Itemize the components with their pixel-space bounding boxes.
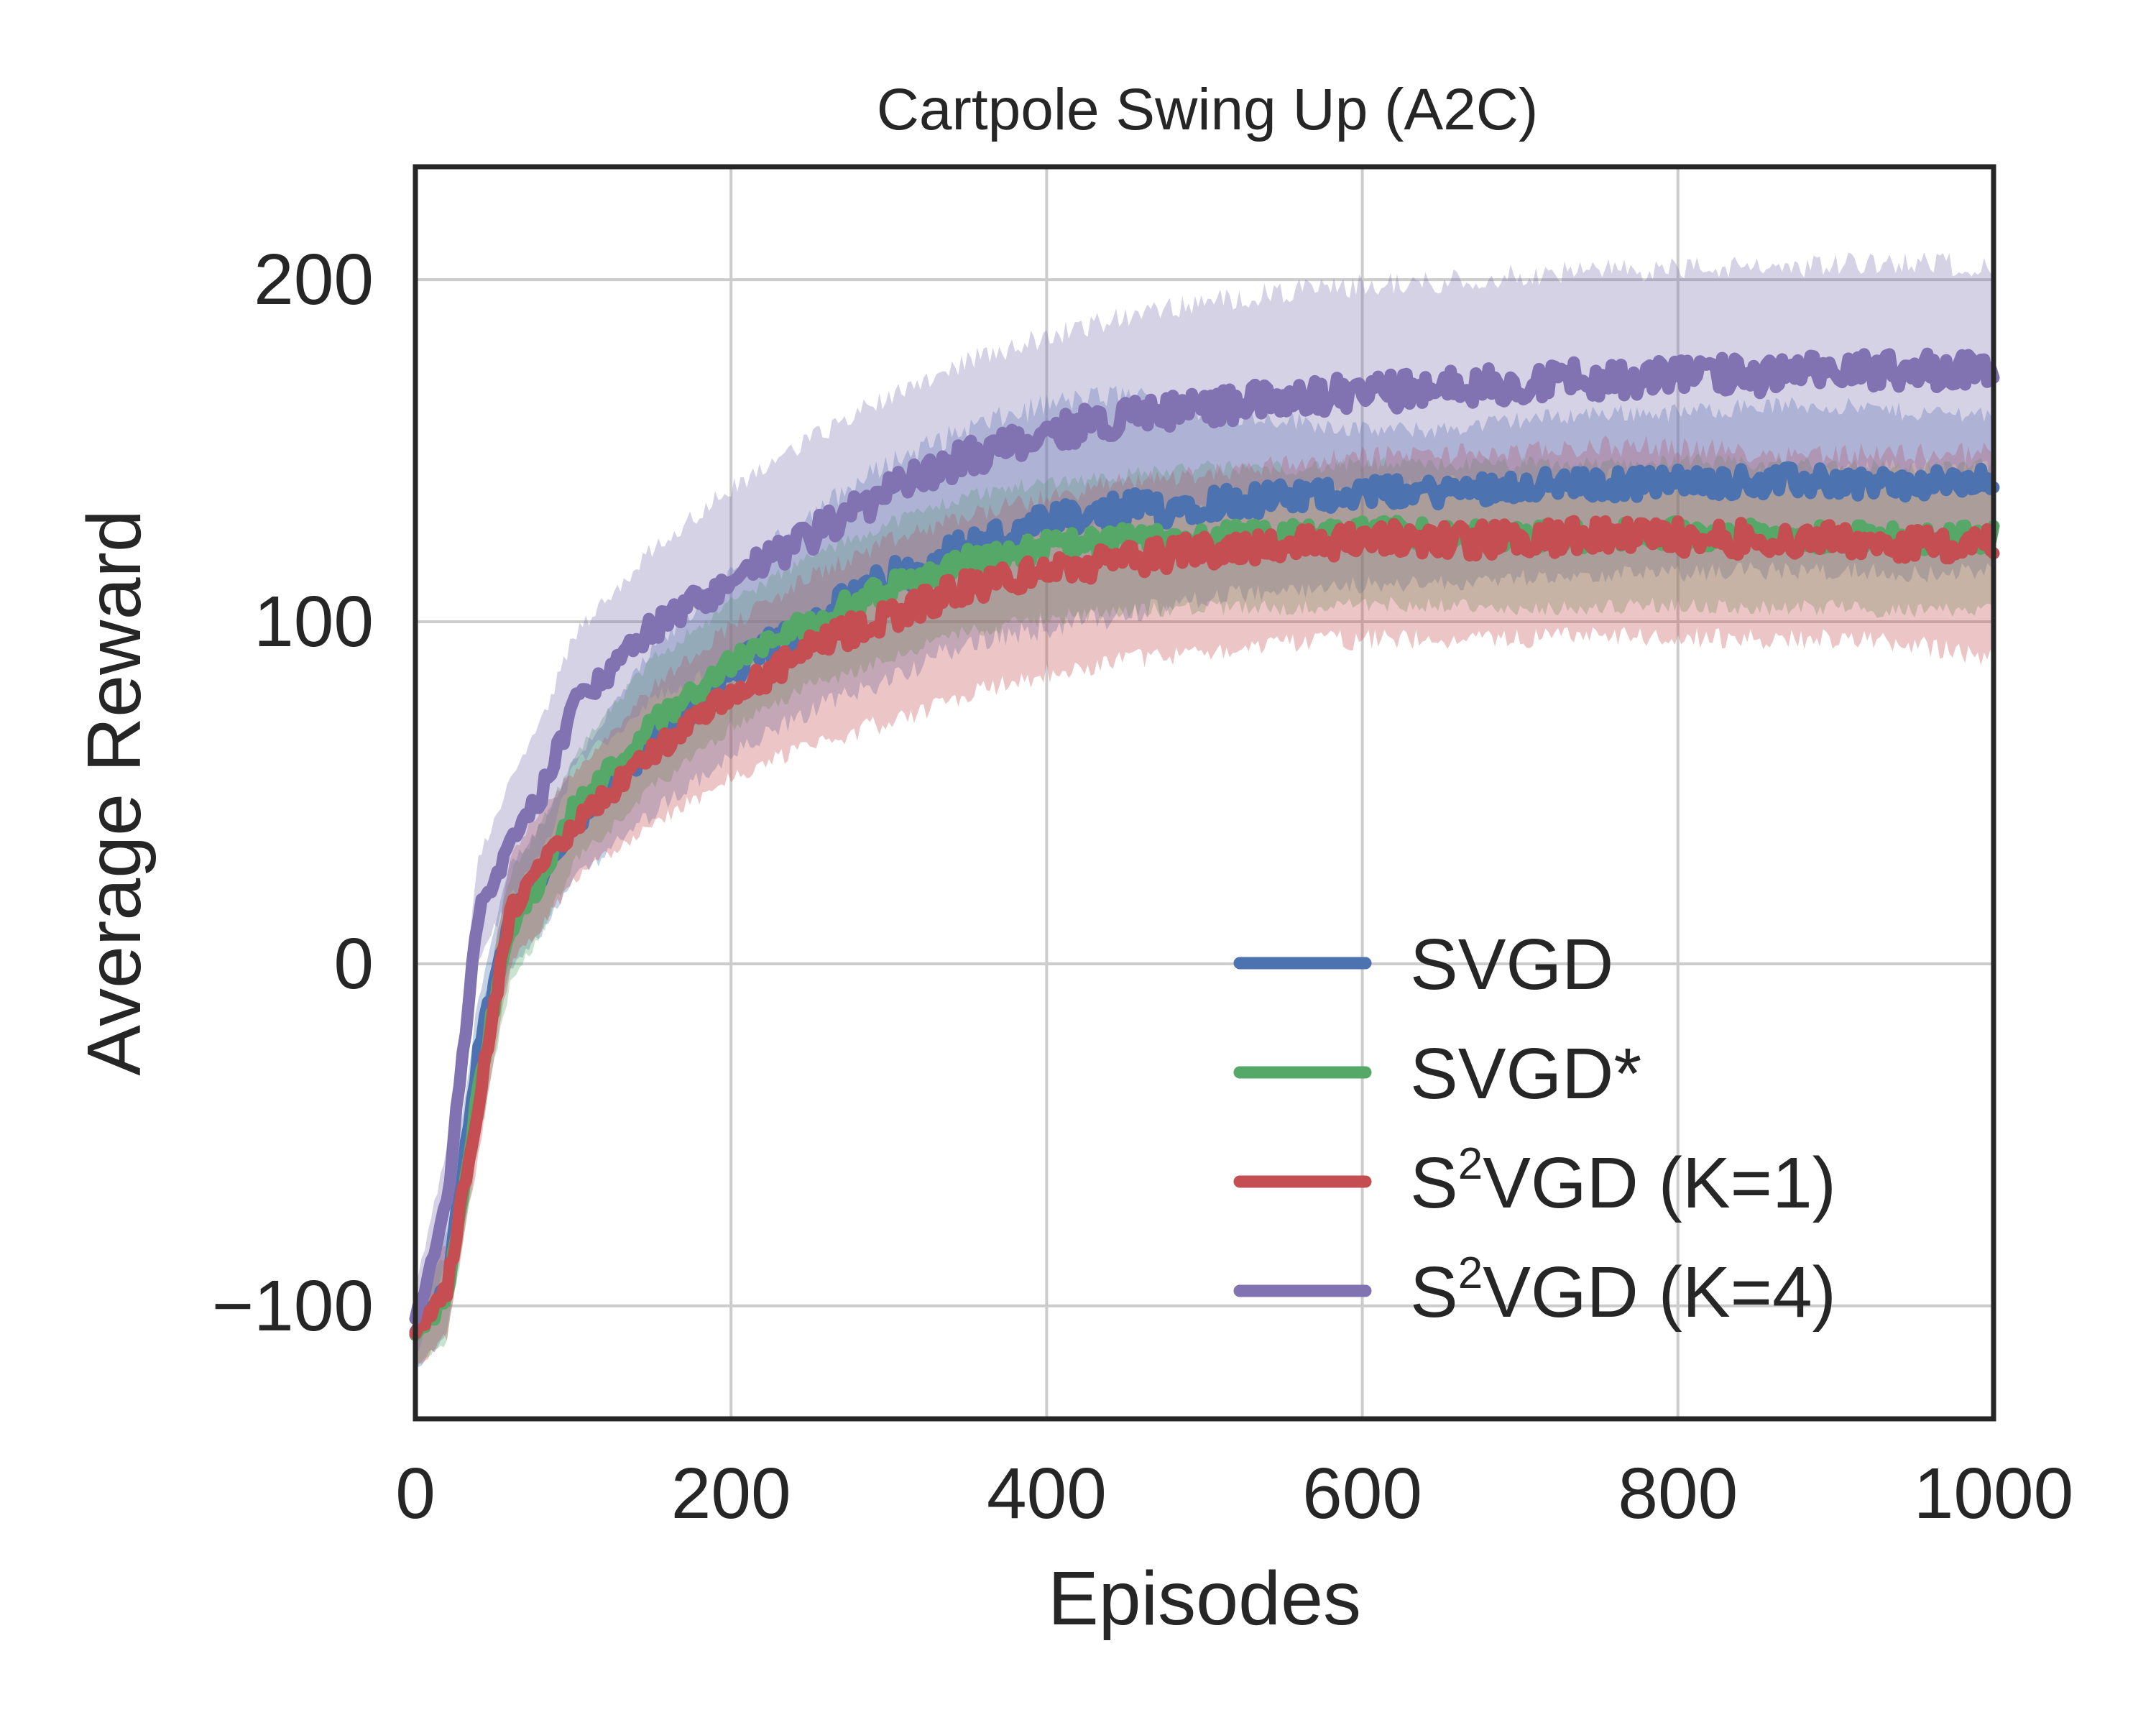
x-tick-label: 800 (1618, 1453, 1738, 1534)
x-tick-label: 0 (395, 1453, 436, 1534)
x-tick-label: 600 (1302, 1453, 1422, 1534)
confidence-band-series-3 (415, 435, 1994, 1370)
y-tick-label: 0 (333, 924, 374, 1004)
chart-title: Cartpole Swing Up (A2C) (877, 77, 1539, 142)
legend-label-suffix: VGD (K=4) (1483, 1252, 1836, 1333)
x-tick-label: 400 (987, 1453, 1107, 1534)
legend-label-series-4: S2VGD (K=4) (1410, 1248, 1836, 1333)
x-axis-label: Episodes (1048, 1556, 1361, 1641)
series-line-3 (409, 515, 2000, 1340)
x-tick-label: 1000 (1914, 1453, 2073, 1534)
x-tick-labels: 0 200 400 600 800 1000 (395, 1453, 2073, 1534)
legend-label-base: S (1410, 1252, 1458, 1333)
series-line-4 (409, 347, 2000, 1325)
legend-label-base: SVGD* (1410, 1034, 1641, 1114)
series-lines (409, 347, 2000, 1341)
legend-label-series-1: SVGD (1410, 924, 1613, 1005)
legend-label-base: SVGD (1410, 924, 1613, 1005)
legend-label-base: S (1410, 1143, 1458, 1223)
legend-label-superscript: 2 (1458, 1139, 1483, 1189)
y-tick-label: 100 (254, 581, 374, 662)
legend-label-suffix: VGD (K=1) (1483, 1143, 1836, 1223)
y-tick-label: 200 (254, 239, 374, 320)
x-tick-label: 200 (671, 1453, 791, 1534)
y-tick-labels: −100 0 100 200 (212, 239, 374, 1346)
plot-frame (413, 164, 1996, 1422)
y-tick-label: −100 (212, 1266, 374, 1346)
legend-label-series-2: SVGD* (1410, 1034, 1641, 1114)
legend-label-superscript: 2 (1458, 1248, 1483, 1298)
legend-label-series-3: S2VGD (K=1) (1410, 1139, 1836, 1223)
y-axis-label: Average Reward (72, 510, 157, 1076)
